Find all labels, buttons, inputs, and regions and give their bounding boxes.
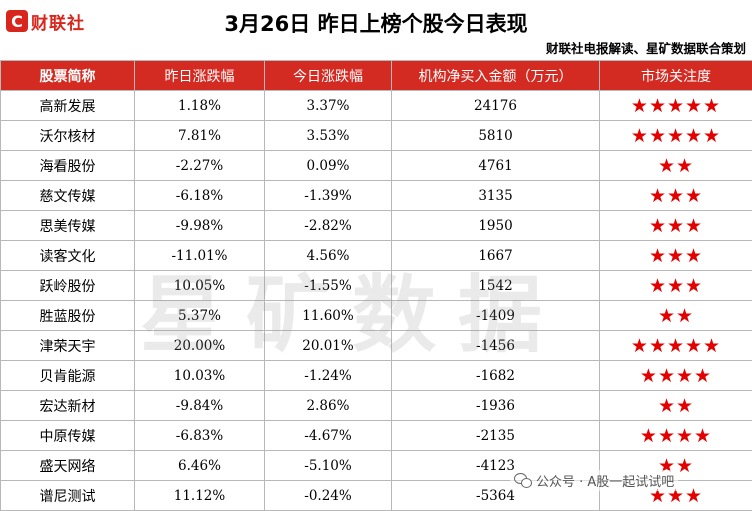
today-change: 3.37%: [264, 90, 392, 121]
net-buy-amount: -5364: [391, 480, 600, 511]
today-change: -5.10%: [264, 450, 392, 481]
wechat-account-label: 公众号 · A股一起试试吧: [536, 475, 675, 490]
wechat-icon: [514, 473, 532, 488]
attention-stars: ★★★★★: [599, 90, 752, 121]
table-row: 海看股份 -2.27% 0.09% 4761 ★★: [0, 150, 752, 181]
table-row: 高新发展 1.18% 3.37% 24176 ★★★★★: [0, 90, 752, 121]
net-buy-amount: -2135: [391, 420, 600, 451]
stock-name: 谱尼测试: [0, 480, 135, 511]
stock-name: 胜蓝股份: [0, 300, 135, 331]
attention-stars: ★★★★★: [599, 330, 752, 361]
net-buy-amount: 1950: [391, 210, 600, 241]
page-title: 3月26日 昨日上榜个股今日表现: [224, 12, 528, 36]
net-buy-amount: 24176: [391, 90, 600, 121]
stock-name: 读客文化: [0, 240, 135, 271]
net-buy-amount: -1936: [391, 390, 600, 421]
attention-stars: ★★★★★: [599, 120, 752, 151]
today-change: 4.56%: [264, 240, 392, 271]
yesterday-change: -2.27%: [134, 150, 265, 181]
table-row: 中原传媒 -6.83% -4.67% -2135 ★★★★: [0, 420, 752, 451]
yesterday-change: -9.98%: [134, 210, 265, 241]
attention-stars: ★★★: [599, 270, 752, 301]
stock-name: 海看股份: [0, 150, 135, 181]
today-change: 2.86%: [264, 390, 392, 421]
today-change: 11.60%: [264, 300, 392, 331]
yesterday-change: 5.37%: [134, 300, 265, 331]
attention-stars: ★★: [599, 150, 752, 181]
today-change: 3.53%: [264, 120, 392, 151]
today-change: 0.09%: [264, 150, 392, 181]
stock-name: 宏达新材: [0, 390, 135, 421]
today-change: -1.55%: [264, 270, 392, 301]
today-change: 20.01%: [264, 330, 392, 361]
stock-name: 沃尔核材: [0, 120, 135, 151]
stock-name: 高新发展: [0, 90, 135, 121]
column-header-today: 今日涨跌幅: [264, 60, 392, 91]
column-header-yesterday: 昨日涨跌幅: [134, 60, 265, 91]
page-subtitle: 财联社电报解读、星矿数据联合策划: [545, 41, 746, 56]
attention-stars: ★★: [599, 300, 752, 331]
yesterday-change: 11.12%: [134, 480, 265, 511]
column-header-attention: 市场关注度: [599, 60, 752, 91]
table-row: 思美传媒 -9.98% -2.82% 1950 ★★★: [0, 210, 752, 241]
table-row: 津荣天宇 20.00% 20.01% -1456 ★★★★★: [0, 330, 752, 361]
table-row: 胜蓝股份 5.37% 11.60% -1409 ★★: [0, 300, 752, 331]
net-buy-amount: 3135: [391, 180, 600, 211]
yesterday-change: 20.00%: [134, 330, 265, 361]
net-buy-amount: 5810: [391, 120, 600, 151]
stock-name: 思美传媒: [0, 210, 135, 241]
net-buy-amount: 1542: [391, 270, 600, 301]
net-buy-amount: -4123: [391, 450, 600, 481]
attention-stars: ★★★: [599, 210, 752, 241]
table-row: 贝肯能源 10.03% -1.24% -1682 ★★★★: [0, 360, 752, 391]
stock-name: 盛天网络: [0, 450, 135, 481]
wechat-account-tag: 公众号 · A股一起试试吧: [510, 470, 679, 491]
net-buy-amount: 4761: [391, 150, 600, 181]
brand-logo: C 财联社: [6, 9, 85, 34]
logo-text: 财联社: [31, 13, 85, 34]
net-buy-amount: -1456: [391, 330, 600, 361]
today-change: -2.82%: [264, 210, 392, 241]
today-change: -1.24%: [264, 360, 392, 391]
column-header-name: 股票简称: [0, 60, 135, 91]
yesterday-change: -6.18%: [134, 180, 265, 211]
attention-stars: ★★★: [599, 240, 752, 271]
cailianshe-logo-icon: C: [6, 10, 28, 32]
header: C 财联社 3月26日 昨日上榜个股今日表现 财联社电报解读、星矿数据联合策划: [0, 0, 752, 60]
net-buy-amount: 1667: [391, 240, 600, 271]
attention-stars: ★★★★: [599, 420, 752, 451]
table-row: 盛天网络 6.46% -5.10% -4123 ★★: [0, 450, 752, 481]
table-row: 慈文传媒 -6.18% -1.39% 3135 ★★★: [0, 180, 752, 211]
column-header-net-buy: 机构净买入金额（万元）: [391, 60, 600, 91]
stock-name: 贝肯能源: [0, 360, 135, 391]
yesterday-change: -9.84%: [134, 390, 265, 421]
yesterday-change: -11.01%: [134, 240, 265, 271]
yesterday-change: 1.18%: [134, 90, 265, 121]
yesterday-change: 10.05%: [134, 270, 265, 301]
yesterday-change: 7.81%: [134, 120, 265, 151]
stock-name: 慈文传媒: [0, 180, 135, 211]
stock-name: 跃岭股份: [0, 270, 135, 301]
today-change: -0.24%: [264, 480, 392, 511]
attention-stars: ★★: [599, 390, 752, 421]
today-change: -1.39%: [264, 180, 392, 211]
table-header-row: 股票简称 昨日涨跌幅 今日涨跌幅 机构净买入金额（万元） 市场关注度: [0, 60, 752, 91]
stock-name: 中原传媒: [0, 420, 135, 451]
stock-name: 津荣天宇: [0, 330, 135, 361]
net-buy-amount: -1409: [391, 300, 600, 331]
stock-table: 股票简称 昨日涨跌幅 今日涨跌幅 机构净买入金额（万元） 市场关注度 高新发展 …: [0, 60, 752, 511]
attention-stars: ★★★: [599, 180, 752, 211]
yesterday-change: 10.03%: [134, 360, 265, 391]
table-row: 沃尔核材 7.81% 3.53% 5810 ★★★★★: [0, 120, 752, 151]
net-buy-amount: -1682: [391, 360, 600, 391]
yesterday-change: -6.83%: [134, 420, 265, 451]
today-change: -4.67%: [264, 420, 392, 451]
table-row: 跃岭股份 10.05% -1.55% 1542 ★★★: [0, 270, 752, 301]
yesterday-change: 6.46%: [134, 450, 265, 481]
attention-stars: ★★★★: [599, 360, 752, 391]
table-row: 读客文化 -11.01% 4.56% 1667 ★★★: [0, 240, 752, 271]
table-row: 宏达新材 -9.84% 2.86% -1936 ★★: [0, 390, 752, 421]
